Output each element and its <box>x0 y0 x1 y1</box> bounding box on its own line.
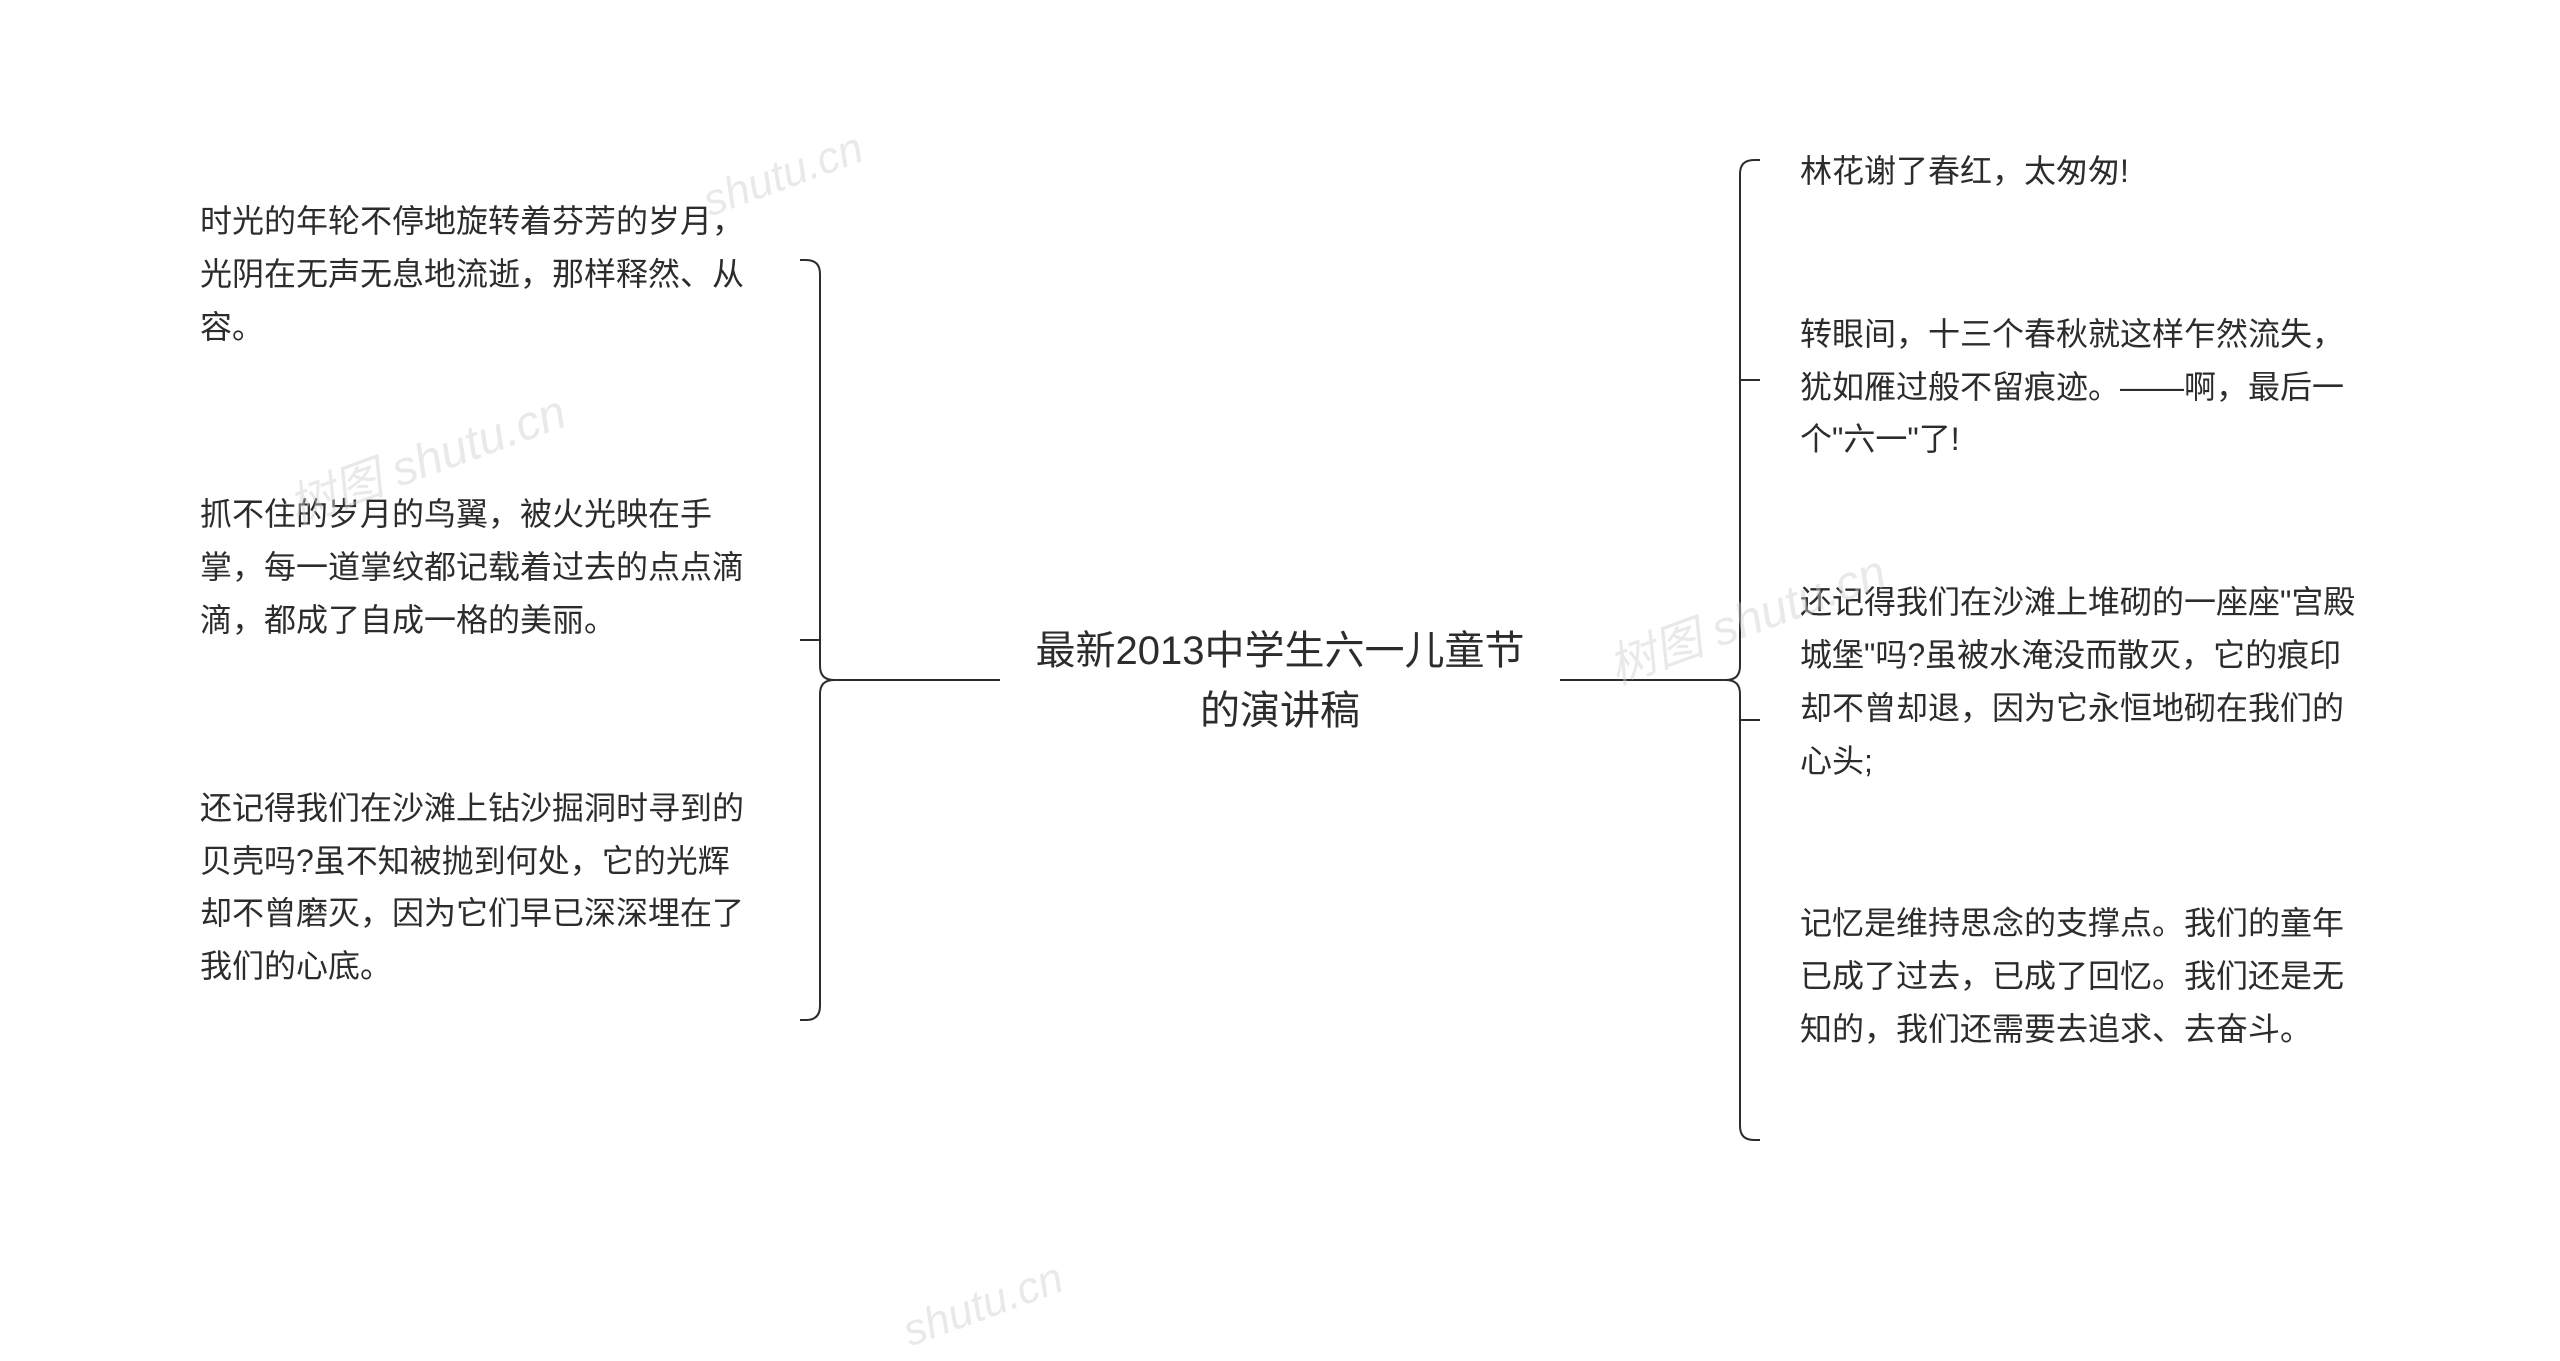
left-branch: 时光的年轮不停地旋转着芬芳的岁月，光阴在无声无息地流逝，那样释然、从容。 抓不住… <box>180 180 780 1008</box>
node-text: 转眼间，十三个春秋就这样乍然流失，犹如雁过般不留痕迹。——啊，最后一个"六一"了… <box>1800 316 2344 458</box>
mindmap-container: 最新2013中学生六一儿童节的演讲稿 时光的年轮不停地旋转着芬芳的岁月，光阴在无… <box>0 0 2560 1361</box>
watermark: shutu.cn <box>896 1253 1069 1357</box>
node-text: 记忆是维持思念的支撑点。我们的童年已成了过去，已成了回忆。我们还是无知的，我们还… <box>1800 905 2344 1047</box>
right-node: 林花谢了春红，太匆匆! <box>1780 130 2380 213</box>
node-text: 抓不住的岁月的鸟翼，被火光映在手掌，每一道掌纹都记载着过去的点点滴滴，都成了自成… <box>200 496 744 638</box>
right-node: 记忆是维持思念的支撑点。我们的童年已成了过去，已成了回忆。我们还是无知的，我们还… <box>1780 882 2380 1070</box>
left-node: 还记得我们在沙滩上钻沙掘洞时寻到的贝壳吗?虽不知被抛到何处，它的光辉却不曾磨灭，… <box>180 767 780 1008</box>
node-text: 还记得我们在沙滩上堆砌的一座座"宫殿城堡"吗?虽被水淹没而散灭，它的痕印却不曾却… <box>1800 584 2355 778</box>
center-title: 最新2013中学生六一儿童节的演讲稿 <box>1036 629 1525 733</box>
center-node: 最新2013中学生六一儿童节的演讲稿 <box>1010 601 1550 761</box>
node-text: 林花谢了春红，太匆匆! <box>1800 153 2129 189</box>
left-node: 抓不住的岁月的鸟翼，被火光映在手掌，每一道掌纹都记载着过去的点点滴滴，都成了自成… <box>180 473 780 661</box>
left-node: 时光的年轮不停地旋转着芬芳的岁月，光阴在无声无息地流逝，那样释然、从容。 <box>180 180 780 368</box>
node-text: 还记得我们在沙滩上钻沙掘洞时寻到的贝壳吗?虽不知被抛到何处，它的光辉却不曾磨灭，… <box>200 790 744 984</box>
node-text: 时光的年轮不停地旋转着芬芳的岁月，光阴在无声无息地流逝，那样释然、从容。 <box>200 203 744 345</box>
right-node: 转眼间，十三个春秋就这样乍然流失，犹如雁过般不留痕迹。——啊，最后一个"六一"了… <box>1780 293 2380 481</box>
right-branch: 林花谢了春红，太匆匆! 转眼间，十三个春秋就这样乍然流失，犹如雁过般不留痕迹。—… <box>1780 130 2380 1071</box>
right-node: 还记得我们在沙滩上堆砌的一座座"宫殿城堡"吗?虽被水淹没而散灭，它的痕印却不曾却… <box>1780 561 2380 802</box>
